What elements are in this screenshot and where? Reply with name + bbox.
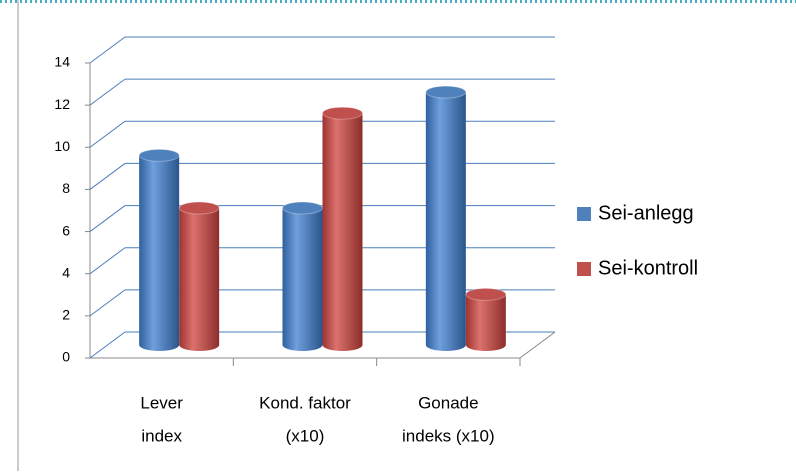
x-tick-label: Lever [140,393,183,412]
bar-body [465,294,506,351]
grid-line [89,163,126,190]
grid-line [89,120,126,148]
bar-top [465,287,507,301]
legend-label: Sei-kontroll [598,257,698,279]
bar-body [282,208,323,351]
floor-edge [519,331,556,359]
y-tick-label: 10 [54,138,70,154]
bar-body [322,113,363,351]
grid-line [89,331,126,359]
bar-body [425,92,466,352]
grid-line [89,205,126,232]
bar-body [179,208,220,351]
bar-body [139,155,180,351]
y-tick-label: 2 [62,307,70,323]
y-tick-label: 12 [54,96,70,112]
bar-top [322,106,363,120]
y-tick-label: 0 [62,349,70,365]
y-tick-label: 4 [62,264,70,280]
legend-swatch [577,262,591,276]
grid-line [89,36,126,64]
x-tick-label: Gonade [418,393,479,412]
x-tick-label: Kond. faktor [259,393,351,412]
x-tick-label: (x10) [286,426,325,445]
legend-swatch [577,207,591,221]
bar-top [138,148,180,162]
y-tick-label: 6 [62,222,70,238]
bar [322,106,363,351]
bar [425,85,467,352]
bar [465,287,507,351]
x-tick-label: indeks (x10) [402,426,495,445]
bar-top [282,201,323,215]
y-tick-label: 14 [54,54,70,70]
bar [178,201,220,351]
y-tick-label: 8 [62,180,70,196]
grid-line [89,247,126,275]
grid-line [89,289,126,317]
bar-top [178,201,220,215]
bar [138,148,180,351]
x-tick-label: index [141,426,182,445]
bar-top [425,85,467,99]
legend-label: Sei-anlegg [598,202,694,224]
bar [282,201,323,351]
grid-line [89,78,126,106]
